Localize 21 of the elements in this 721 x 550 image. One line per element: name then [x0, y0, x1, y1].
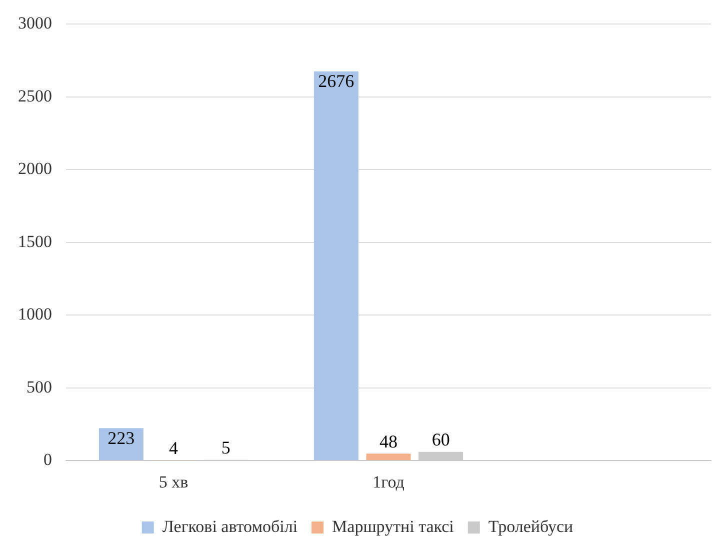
y-tick-label: 0 — [44, 450, 52, 470]
bar — [98, 428, 144, 460]
x-tick-label: 5 хв — [158, 472, 188, 492]
bar — [366, 454, 411, 460]
y-tick-label: 1500 — [18, 232, 52, 251]
data-label: 223 — [108, 428, 135, 448]
data-label: 5 — [221, 438, 230, 458]
data-label: 60 — [432, 430, 450, 450]
y-tick-label: 500 — [26, 377, 52, 396]
data-label: 2676 — [318, 71, 354, 92]
data-label: 48 — [380, 431, 398, 452]
data-label: 4 — [169, 438, 178, 458]
y-tick-label: 1000 — [18, 304, 52, 324]
legend-label: Легкові автомобілі — [162, 516, 298, 536]
x-tick-label: 1год — [372, 472, 405, 492]
legend-label: Тролейбуси — [488, 516, 574, 536]
legend-label: Маршрутні таксі — [332, 516, 454, 536]
y-tick-label: 2500 — [18, 86, 52, 106]
y-tick-label: 3000 — [18, 14, 52, 33]
y-tick-label: 2000 — [18, 159, 52, 178]
bar — [314, 71, 358, 460]
